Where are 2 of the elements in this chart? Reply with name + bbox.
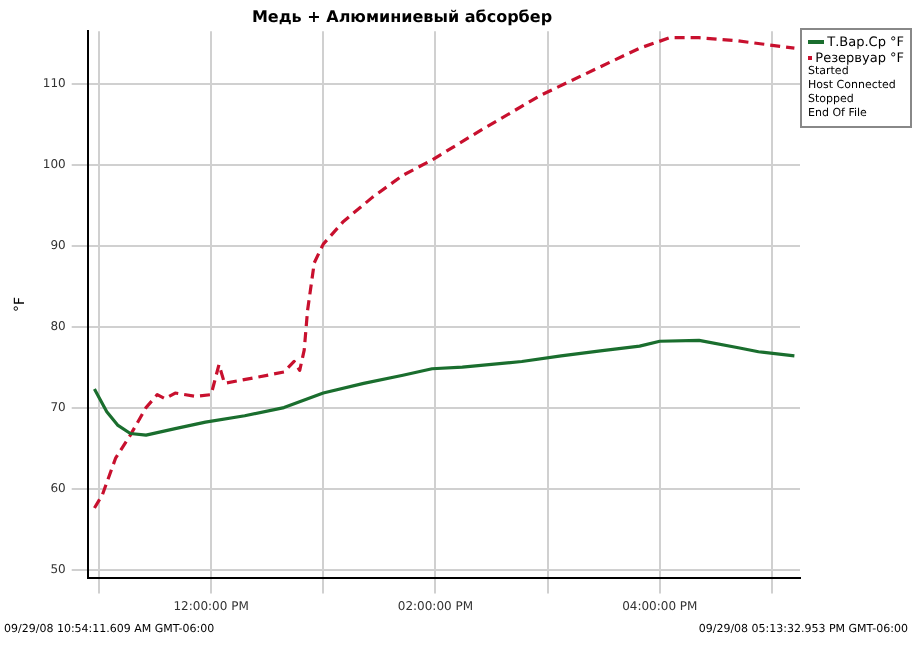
chart-title: Медь + Алюминиевый абсорбер (251, 7, 553, 26)
line-series (92, 36, 796, 510)
